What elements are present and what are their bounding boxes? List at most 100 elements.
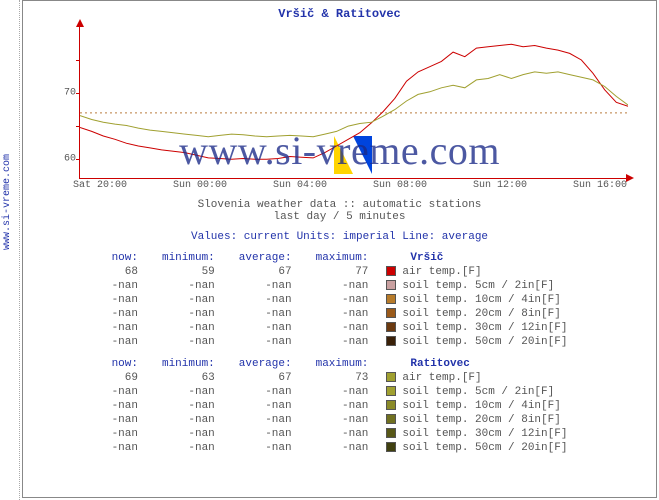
legend-cell: soil temp. 30cm / 12in[F] — [380, 321, 579, 335]
table-row: -nan-nan-nan-nansoil temp. 20cm / 8in[F] — [100, 307, 580, 321]
color-swatch — [386, 280, 396, 290]
legend-cell: soil temp. 20cm / 8in[F] — [380, 307, 579, 321]
cell: -nan — [100, 399, 150, 413]
color-swatch — [386, 442, 396, 452]
series-Vršič — [80, 44, 628, 159]
cell: -nan — [304, 335, 381, 349]
cell: -nan — [150, 441, 227, 455]
cell: -nan — [100, 321, 150, 335]
cell: -nan — [100, 385, 150, 399]
cell: 68 — [100, 265, 150, 279]
cell: -nan — [150, 385, 227, 399]
cell: -nan — [227, 279, 304, 293]
cell: -nan — [304, 293, 381, 307]
x-tick-label: Sun 16:00 — [573, 178, 627, 191]
cell: -nan — [304, 321, 381, 335]
color-swatch — [386, 400, 396, 410]
data-tables: now:minimum:average:maximum:Vršič6859677… — [23, 251, 656, 455]
cell: -nan — [304, 427, 381, 441]
subtitle-2: last day / 5 minutes — [23, 211, 656, 223]
main-panel: Vršič & Ratitovec 6070Sat 20:00Sun 00:00… — [22, 0, 657, 498]
cell: -nan — [227, 413, 304, 427]
table-row: -nan-nan-nan-nansoil temp. 30cm / 12in[F… — [100, 427, 580, 441]
stats-table: now:minimum:average:maximum:Vršič6859677… — [100, 251, 580, 349]
cell: -nan — [150, 293, 227, 307]
table-row: 68596777air temp.[F] — [100, 265, 580, 279]
location-header: Ratitovec — [380, 357, 579, 371]
cell: -nan — [100, 307, 150, 321]
cell: -nan — [100, 427, 150, 441]
cell: -nan — [150, 335, 227, 349]
cell: 77 — [304, 265, 381, 279]
legend-cell: soil temp. 20cm / 8in[F] — [380, 413, 579, 427]
col-header: minimum: — [150, 357, 227, 371]
col-header: now: — [100, 251, 150, 265]
legend-cell: soil temp. 10cm / 4in[F] — [380, 293, 579, 307]
x-tick-label: Sun 04:00 — [273, 178, 327, 191]
x-tick-label: Sun 00:00 — [173, 178, 227, 191]
color-swatch — [386, 322, 396, 332]
color-swatch — [386, 308, 396, 318]
table-row: -nan-nan-nan-nansoil temp. 5cm / 2in[F] — [100, 385, 580, 399]
cell: -nan — [227, 321, 304, 335]
source-link[interactable]: www.si-vreme.com — [2, 154, 13, 250]
cell: -nan — [304, 413, 381, 427]
cell: 67 — [227, 265, 304, 279]
x-tick-label: Sat 20:00 — [73, 178, 127, 191]
color-swatch — [386, 428, 396, 438]
title-loc-b: Ratitovec — [336, 7, 401, 21]
caption: Values: current Units: imperial Line: av… — [23, 231, 656, 243]
cell: 67 — [227, 371, 304, 385]
cell: -nan — [150, 399, 227, 413]
legend-cell: air temp.[F] — [380, 265, 579, 279]
legend-cell: soil temp. 10cm / 4in[F] — [380, 399, 579, 413]
legend-cell: soil temp. 30cm / 12in[F] — [380, 427, 579, 441]
cell: -nan — [227, 441, 304, 455]
color-swatch — [386, 294, 396, 304]
x-tick-label: Sun 12:00 — [473, 178, 527, 191]
line-chart: 6070Sat 20:00Sun 00:00Sun 04:00Sun 08:00… — [79, 27, 626, 179]
color-swatch — [386, 414, 396, 424]
cell: -nan — [100, 293, 150, 307]
cell: -nan — [227, 399, 304, 413]
legend-cell: soil temp. 50cm / 20in[F] — [380, 335, 579, 349]
table-row: -nan-nan-nan-nansoil temp. 30cm / 12in[F… — [100, 321, 580, 335]
cell: -nan — [150, 321, 227, 335]
cell: 63 — [150, 371, 227, 385]
color-swatch — [386, 266, 396, 276]
cell: -nan — [304, 385, 381, 399]
color-swatch — [386, 386, 396, 396]
cell: -nan — [227, 293, 304, 307]
sidebar: www.si-vreme.com — [0, 0, 20, 500]
location-header: Vršič — [380, 251, 579, 265]
col-header: average: — [227, 251, 304, 265]
cell: -nan — [227, 307, 304, 321]
table-row: -nan-nan-nan-nansoil temp. 20cm / 8in[F] — [100, 413, 580, 427]
series-Ratitovec — [80, 72, 628, 137]
legend-cell: air temp.[F] — [380, 371, 579, 385]
table-row: -nan-nan-nan-nansoil temp. 5cm / 2in[F] — [100, 279, 580, 293]
legend-cell: soil temp. 5cm / 2in[F] — [380, 279, 579, 293]
table-row: -nan-nan-nan-nansoil temp. 10cm / 4in[F] — [100, 399, 580, 413]
cell: 69 — [100, 371, 150, 385]
col-header: minimum: — [150, 251, 227, 265]
cell: -nan — [304, 441, 381, 455]
cell: -nan — [227, 385, 304, 399]
cell: -nan — [150, 279, 227, 293]
cell: -nan — [304, 307, 381, 321]
color-swatch — [386, 336, 396, 346]
cell: -nan — [304, 399, 381, 413]
cell: -nan — [150, 307, 227, 321]
table-row: -nan-nan-nan-nansoil temp. 50cm / 20in[F… — [100, 441, 580, 455]
col-header: maximum: — [304, 357, 381, 371]
col-header: now: — [100, 357, 150, 371]
cell: 73 — [304, 371, 381, 385]
cell: -nan — [100, 279, 150, 293]
cell: -nan — [100, 335, 150, 349]
col-header: average: — [227, 357, 304, 371]
cell: 59 — [150, 265, 227, 279]
y-axis-arrow — [76, 19, 84, 27]
legend-cell: soil temp. 5cm / 2in[F] — [380, 385, 579, 399]
color-swatch — [386, 372, 396, 382]
table-row: -nan-nan-nan-nansoil temp. 10cm / 4in[F] — [100, 293, 580, 307]
